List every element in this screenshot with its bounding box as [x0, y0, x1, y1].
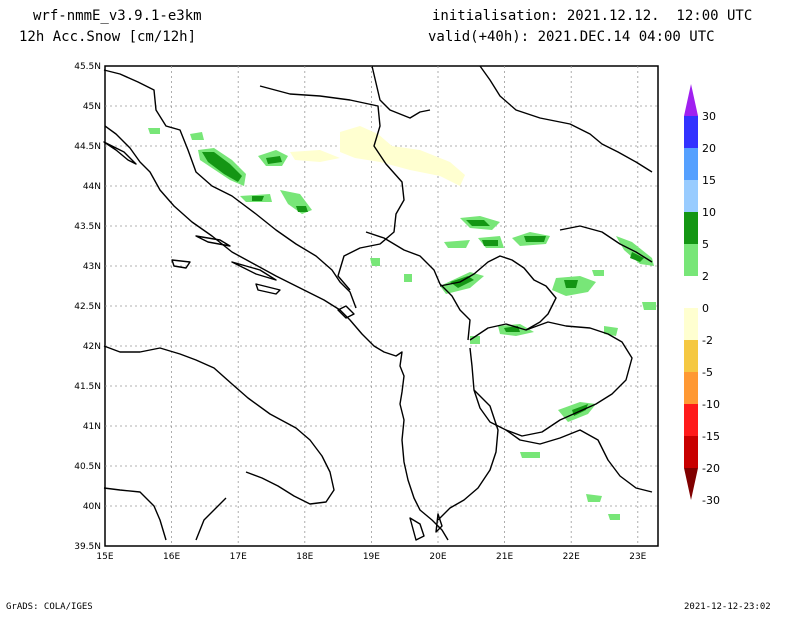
- colorbar-label: 5: [702, 238, 709, 251]
- footer-credit: GrADS: COLA/IGES: [6, 602, 93, 612]
- colorbar-label: 20: [702, 142, 716, 155]
- colorbar-label: 2: [702, 270, 709, 283]
- colorbar-label: 0: [702, 302, 709, 315]
- colorbar-swatch: [684, 308, 698, 340]
- field-title: 12h Acc.Snow [cm/12h]: [19, 29, 197, 45]
- colorbar-bottom-arrow: [684, 468, 698, 500]
- colorbar-label: -10: [702, 398, 720, 411]
- colorbar-swatch: [684, 340, 698, 372]
- colorbar-label: 10: [702, 206, 716, 219]
- lat-tick-label: 39.5N: [74, 542, 101, 552]
- footer-timestamp: 2021-12-12-23:02: [684, 602, 771, 612]
- colorbar-swatch: [684, 180, 698, 212]
- lon-tick-label: 19E: [363, 552, 380, 562]
- colorbar-swatch: [684, 244, 698, 276]
- lon-tick-label: 15E: [96, 552, 113, 562]
- lat-tick-label: 41.5N: [74, 382, 101, 392]
- lat-tick-label: 43.5N: [74, 222, 101, 232]
- lat-tick-label: 44.5N: [74, 142, 101, 152]
- lat-tick-label: 40N: [83, 502, 101, 512]
- colorbar-swatch: [684, 436, 698, 468]
- lon-tick-label: 18E: [296, 552, 313, 562]
- lon-tick-label: 22E: [563, 552, 580, 562]
- colorbar-label: -30: [702, 494, 720, 507]
- colorbar-label: -15: [702, 430, 720, 443]
- model-title: wrf-nmmE_v3.9.1-e3km: [33, 8, 202, 24]
- colorbar-swatch: [684, 116, 698, 148]
- lat-tick-label: 42.5N: [74, 302, 101, 312]
- colorbar-label: -20: [702, 462, 720, 475]
- valid-time: valid(+40h): 2021.DEC.14 04:00 UTC: [428, 29, 715, 45]
- colorbar-label: 15: [702, 174, 716, 187]
- colorbar-swatch: [684, 372, 698, 404]
- lon-tick-label: 20E: [429, 552, 446, 562]
- colorbar-top-arrow: [684, 84, 698, 116]
- lat-tick-label: 41N: [83, 422, 101, 432]
- colorbar-swatch: [684, 276, 698, 308]
- lat-tick-label: 42N: [83, 342, 101, 352]
- lon-tick-label: 16E: [163, 552, 180, 562]
- lat-tick-label: 44N: [83, 182, 101, 192]
- colorbar-swatch: [684, 404, 698, 436]
- lat-tick-label: 43N: [83, 262, 101, 272]
- lat-tick-label: 45N: [83, 102, 101, 112]
- lat-tick-label: 45.5N: [74, 62, 101, 72]
- lon-tick-label: 17E: [230, 552, 247, 562]
- coastlines-borders: [103, 65, 653, 541]
- lat-tick-label: 40.5N: [74, 462, 101, 472]
- colorbar-label: 30: [702, 110, 716, 123]
- lon-tick-label: 21E: [496, 552, 513, 562]
- init-time: initialisation: 2021.12.12. 12:00 UTC: [432, 8, 753, 24]
- colorbar-label: -2: [702, 334, 713, 347]
- colorbar-swatch: [684, 148, 698, 180]
- colorbar-label: -5: [702, 366, 713, 379]
- colorbar-swatch: [684, 212, 698, 244]
- grid-lines: [105, 66, 658, 546]
- snow-negative-areas: [290, 126, 465, 186]
- lon-tick-label: 23E: [629, 552, 646, 562]
